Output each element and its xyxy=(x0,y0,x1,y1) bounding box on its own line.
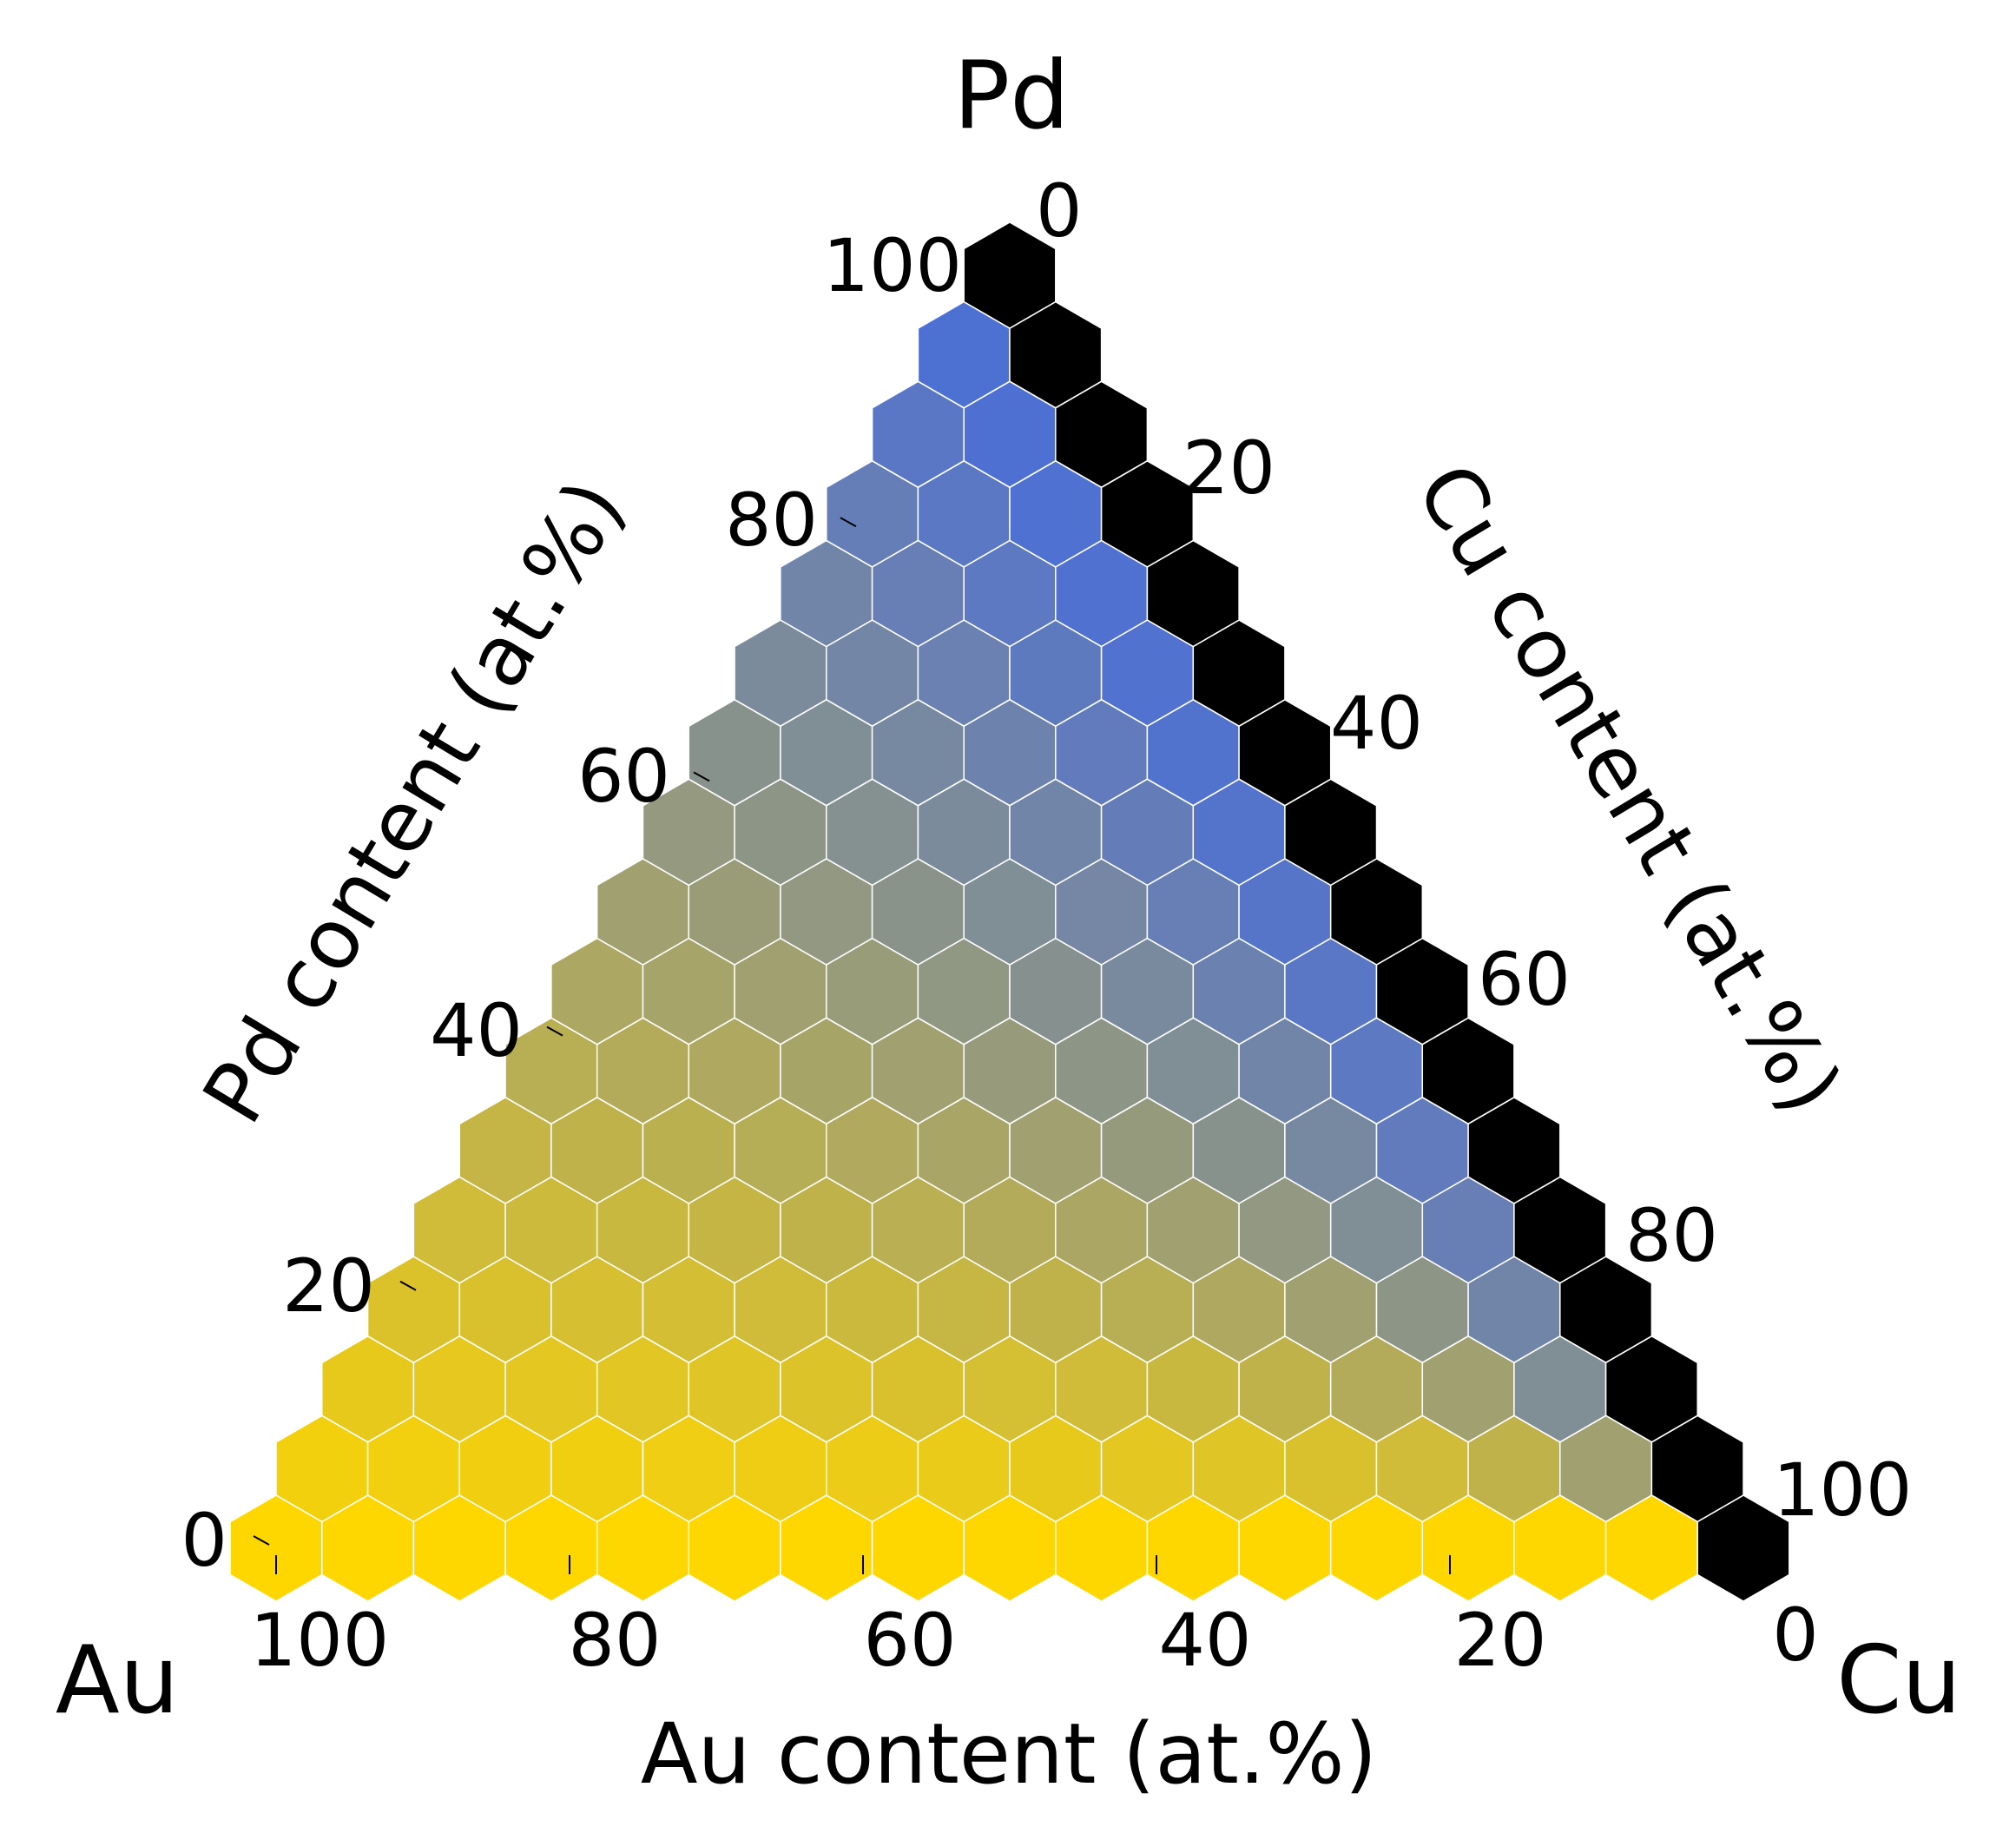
corner-label-cu: Cu xyxy=(1836,1626,1961,1735)
tick-mark xyxy=(1016,262,1033,273)
tick-mark xyxy=(1603,1280,1620,1291)
tick-mark xyxy=(986,262,1004,273)
tick-mark xyxy=(399,1280,417,1291)
bottom-tick-label: 80 xyxy=(569,1598,662,1683)
corner-label-pd: Pd xyxy=(953,42,1070,150)
tick-mark xyxy=(840,517,857,528)
bottom-tick-label: 40 xyxy=(1159,1598,1252,1683)
left-tick-label: 100 xyxy=(823,223,962,308)
tick-mark xyxy=(1163,517,1180,528)
tick-mark xyxy=(1309,771,1327,782)
corner-label-au: Au xyxy=(56,1626,179,1735)
right-tick-label: 20 xyxy=(1183,425,1275,511)
right-tick-label: 100 xyxy=(1773,1448,1912,1533)
bottom-tick-label: 20 xyxy=(1454,1598,1547,1683)
left-tick-label: 20 xyxy=(282,1243,375,1329)
hexbin-cell xyxy=(963,221,1057,329)
right-tick-label: 60 xyxy=(1478,937,1571,1022)
tick-mark xyxy=(253,1535,270,1546)
right-tick-label: 40 xyxy=(1330,681,1423,766)
bottom-tick-label: 0 xyxy=(1772,1593,1818,1678)
hexbin-cells xyxy=(229,221,1790,1602)
tick-mark xyxy=(1456,1026,1473,1037)
left-tick-label: 0 xyxy=(181,1498,227,1583)
tick-labels: 100 80 60 40 20 0 0 20 40 60 80 100 0 20… xyxy=(181,168,1913,1683)
left-tick-label: 60 xyxy=(577,734,670,819)
tick-mark xyxy=(1749,1535,1767,1546)
tick-mark xyxy=(693,771,710,782)
right-tick-label: 0 xyxy=(1036,168,1082,254)
left-tick-label: 80 xyxy=(725,478,818,563)
bottom-tick-label: 60 xyxy=(864,1598,957,1683)
bottom-axis-title: Au content (at.%) xyxy=(641,1705,1377,1803)
bottom-tick-label: 100 xyxy=(250,1598,389,1683)
tick-marks xyxy=(253,262,1767,1574)
right-tick-label: 80 xyxy=(1625,1193,1718,1278)
tick-mark xyxy=(546,1026,563,1037)
left-tick-label: 40 xyxy=(430,988,523,1073)
